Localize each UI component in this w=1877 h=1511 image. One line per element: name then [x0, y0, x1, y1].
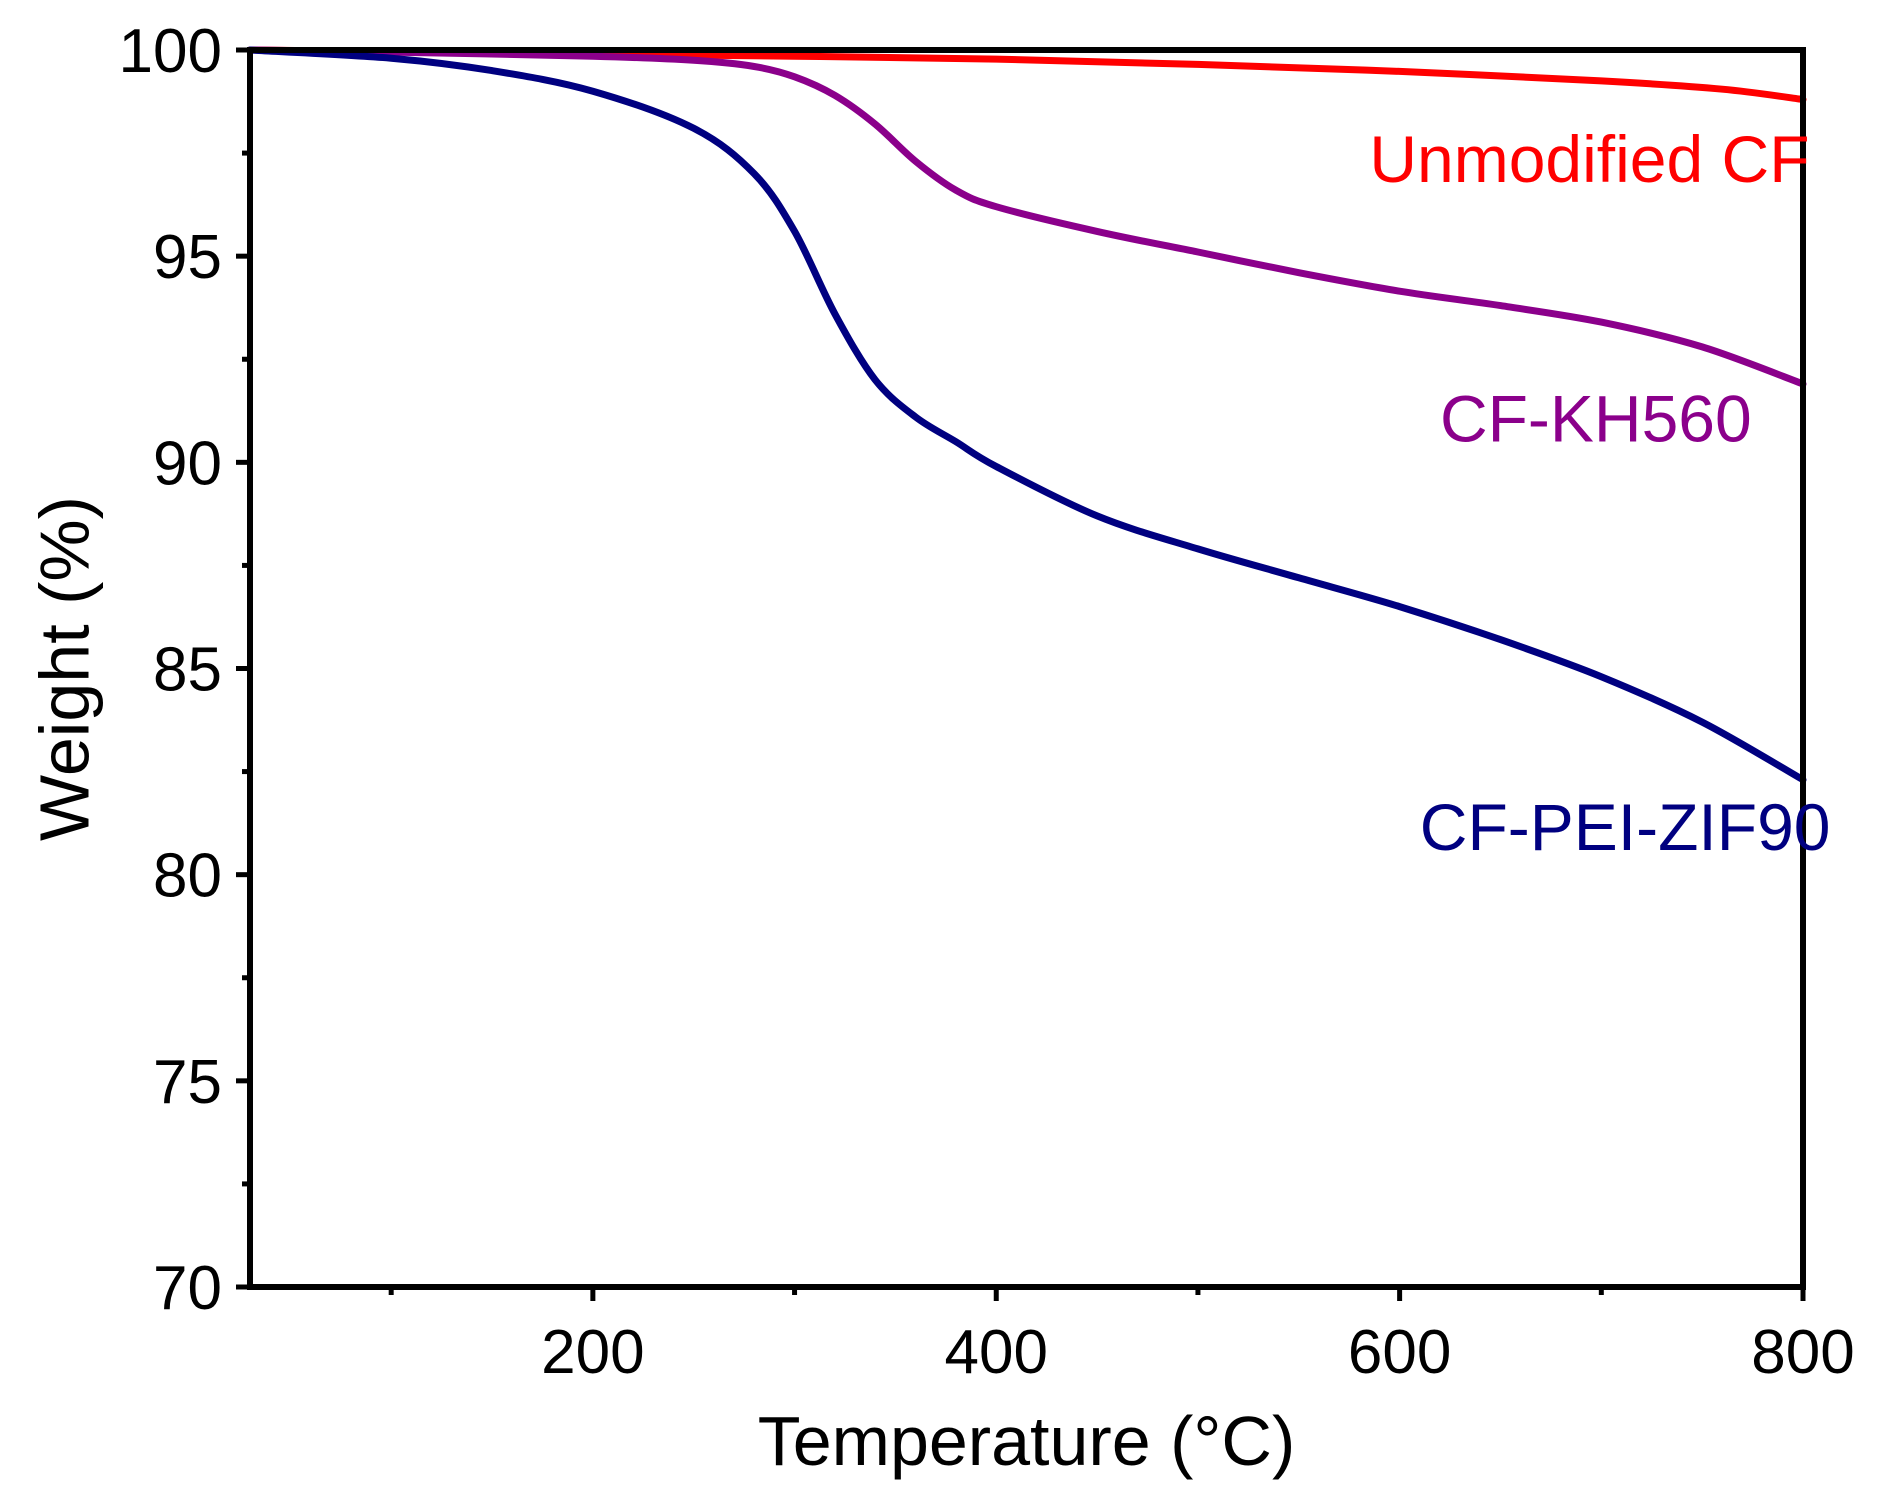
y-tick-label: 95	[153, 223, 222, 292]
x-tick-label: 400	[945, 1318, 1048, 1387]
x-axis-title: Temperature (°C)	[758, 1402, 1296, 1480]
ticks-layer	[236, 47, 1806, 1301]
y-tick-label: 80	[153, 842, 222, 911]
x-tick-label: 800	[1751, 1318, 1854, 1387]
series-layer	[246, 46, 1807, 784]
x-tick-label: 200	[541, 1318, 644, 1387]
plot-frame	[247, 47, 1806, 1290]
series-line-unmodified-cf	[246, 46, 1807, 103]
series-line-cf-pei-zif90	[246, 46, 1807, 784]
y-tick-label: 70	[153, 1254, 222, 1323]
y-axis-title: Weight (%)	[25, 496, 103, 841]
y-tick-label: 100	[119, 17, 222, 86]
series-label-cf-kh560: CF-KH560	[1440, 382, 1752, 456]
series-label-unmodified-cf: Unmodified CF	[1369, 122, 1809, 196]
y-tick-label: 75	[153, 1048, 222, 1117]
series-line-cf-kh560	[246, 46, 1807, 388]
x-tick-label: 600	[1348, 1318, 1451, 1387]
y-tick-label: 85	[153, 636, 222, 705]
y-tick-label: 90	[153, 429, 222, 498]
labels-layer: 200 400 600 800 70 75 80 85 90 95 100 Unmodified CF…	[119, 17, 1855, 1387]
series-label-cf-pei-zif90: CF-PEI-ZIF90	[1420, 790, 1831, 864]
